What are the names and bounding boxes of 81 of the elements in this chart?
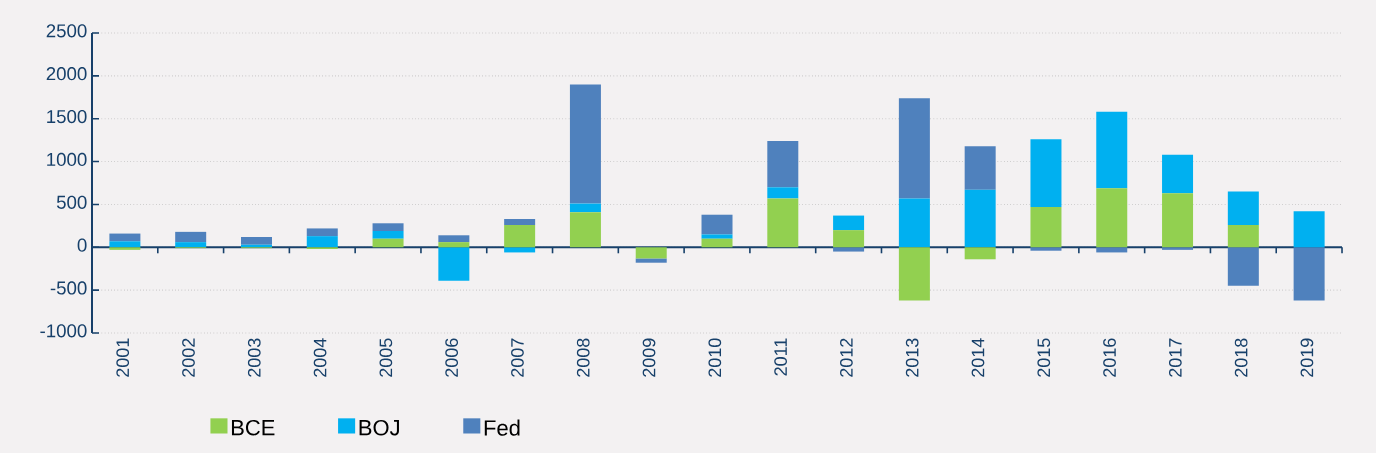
legend-label: Fed — [484, 419, 520, 436]
bar — [833, 247, 865, 252]
x-tick-label: 2012 — [840, 338, 853, 377]
y-tick-label: 1000 — [47, 152, 87, 167]
bar — [1030, 207, 1062, 248]
bar — [569, 84, 601, 204]
bar — [504, 219, 536, 225]
x-tick-label: 2003 — [247, 338, 261, 377]
y-tick-label: 1500 — [47, 109, 87, 124]
bar — [109, 233, 141, 242]
bar — [372, 223, 404, 231]
x-tick-label: 2009 — [642, 338, 656, 377]
bar — [109, 241, 141, 248]
bar — [569, 212, 601, 248]
bar — [767, 141, 799, 188]
y-tick-label: 2500 — [46, 24, 87, 38]
x-tick-label: 2016 — [1103, 338, 1116, 377]
y-tick-label: -500 — [50, 281, 87, 295]
x-tick-label: 2010 — [708, 338, 722, 377]
y-tick-label: -1000 — [40, 324, 87, 338]
bar — [175, 231, 207, 243]
bar — [635, 258, 667, 263]
bar — [1293, 211, 1325, 248]
bar — [701, 238, 733, 248]
bar — [372, 238, 404, 248]
x-tick-label: 2006 — [445, 338, 459, 377]
legend-label: BCE — [231, 419, 275, 436]
bar — [964, 189, 996, 248]
x-tick-label: 2007 — [511, 338, 524, 377]
bar — [898, 247, 930, 301]
x-tick-label: 2018 — [1234, 338, 1248, 377]
bar — [1096, 188, 1128, 248]
bar — [964, 247, 996, 260]
bar — [1227, 225, 1259, 248]
y-tick-label: 500 — [56, 195, 87, 209]
bar — [898, 198, 930, 248]
bar — [1030, 139, 1062, 207]
bar — [306, 236, 338, 248]
bar — [1162, 154, 1194, 194]
bar — [569, 203, 601, 213]
bar — [1227, 247, 1259, 286]
bar — [175, 242, 207, 248]
bar — [438, 235, 470, 243]
bar — [701, 234, 733, 239]
y-tick-label: 2000 — [46, 67, 87, 81]
bar — [1030, 247, 1062, 251]
bar — [1227, 191, 1259, 225]
bar — [1096, 247, 1128, 253]
x-tick-label: 2014 — [971, 338, 985, 377]
bar — [109, 247, 141, 250]
x-tick-label: 2019 — [1300, 338, 1314, 377]
x-tick-label: 2013 — [905, 338, 919, 377]
bar — [898, 98, 930, 199]
x-tick-label: 2011 — [774, 338, 787, 376]
bar — [833, 230, 865, 248]
x-tick-label: 2002 — [182, 338, 195, 377]
bar — [240, 237, 272, 245]
x-tick-label: 2004 — [313, 338, 327, 377]
bar — [635, 247, 667, 259]
bar — [1162, 247, 1194, 250]
x-tick-label: 2015 — [1037, 338, 1051, 377]
x-tick-label: 2001 — [116, 338, 130, 377]
bar — [504, 225, 536, 248]
bar — [438, 247, 470, 281]
bar — [767, 198, 799, 248]
bar — [767, 187, 799, 199]
bar — [504, 247, 536, 253]
bar — [438, 242, 470, 248]
bar — [1162, 193, 1194, 248]
bar — [306, 228, 338, 237]
x-tick-label: 2005 — [379, 338, 393, 377]
bar — [1293, 247, 1325, 301]
x-tick-label: 2017 — [1168, 338, 1182, 377]
bar — [833, 215, 865, 231]
x-tick-label: 2008 — [576, 338, 590, 377]
bar — [372, 231, 404, 239]
bar — [701, 214, 733, 235]
legend-label: BOJ — [359, 419, 399, 436]
bar — [964, 146, 996, 190]
y-tick-label: 0 — [77, 238, 87, 252]
bar — [1096, 111, 1128, 189]
